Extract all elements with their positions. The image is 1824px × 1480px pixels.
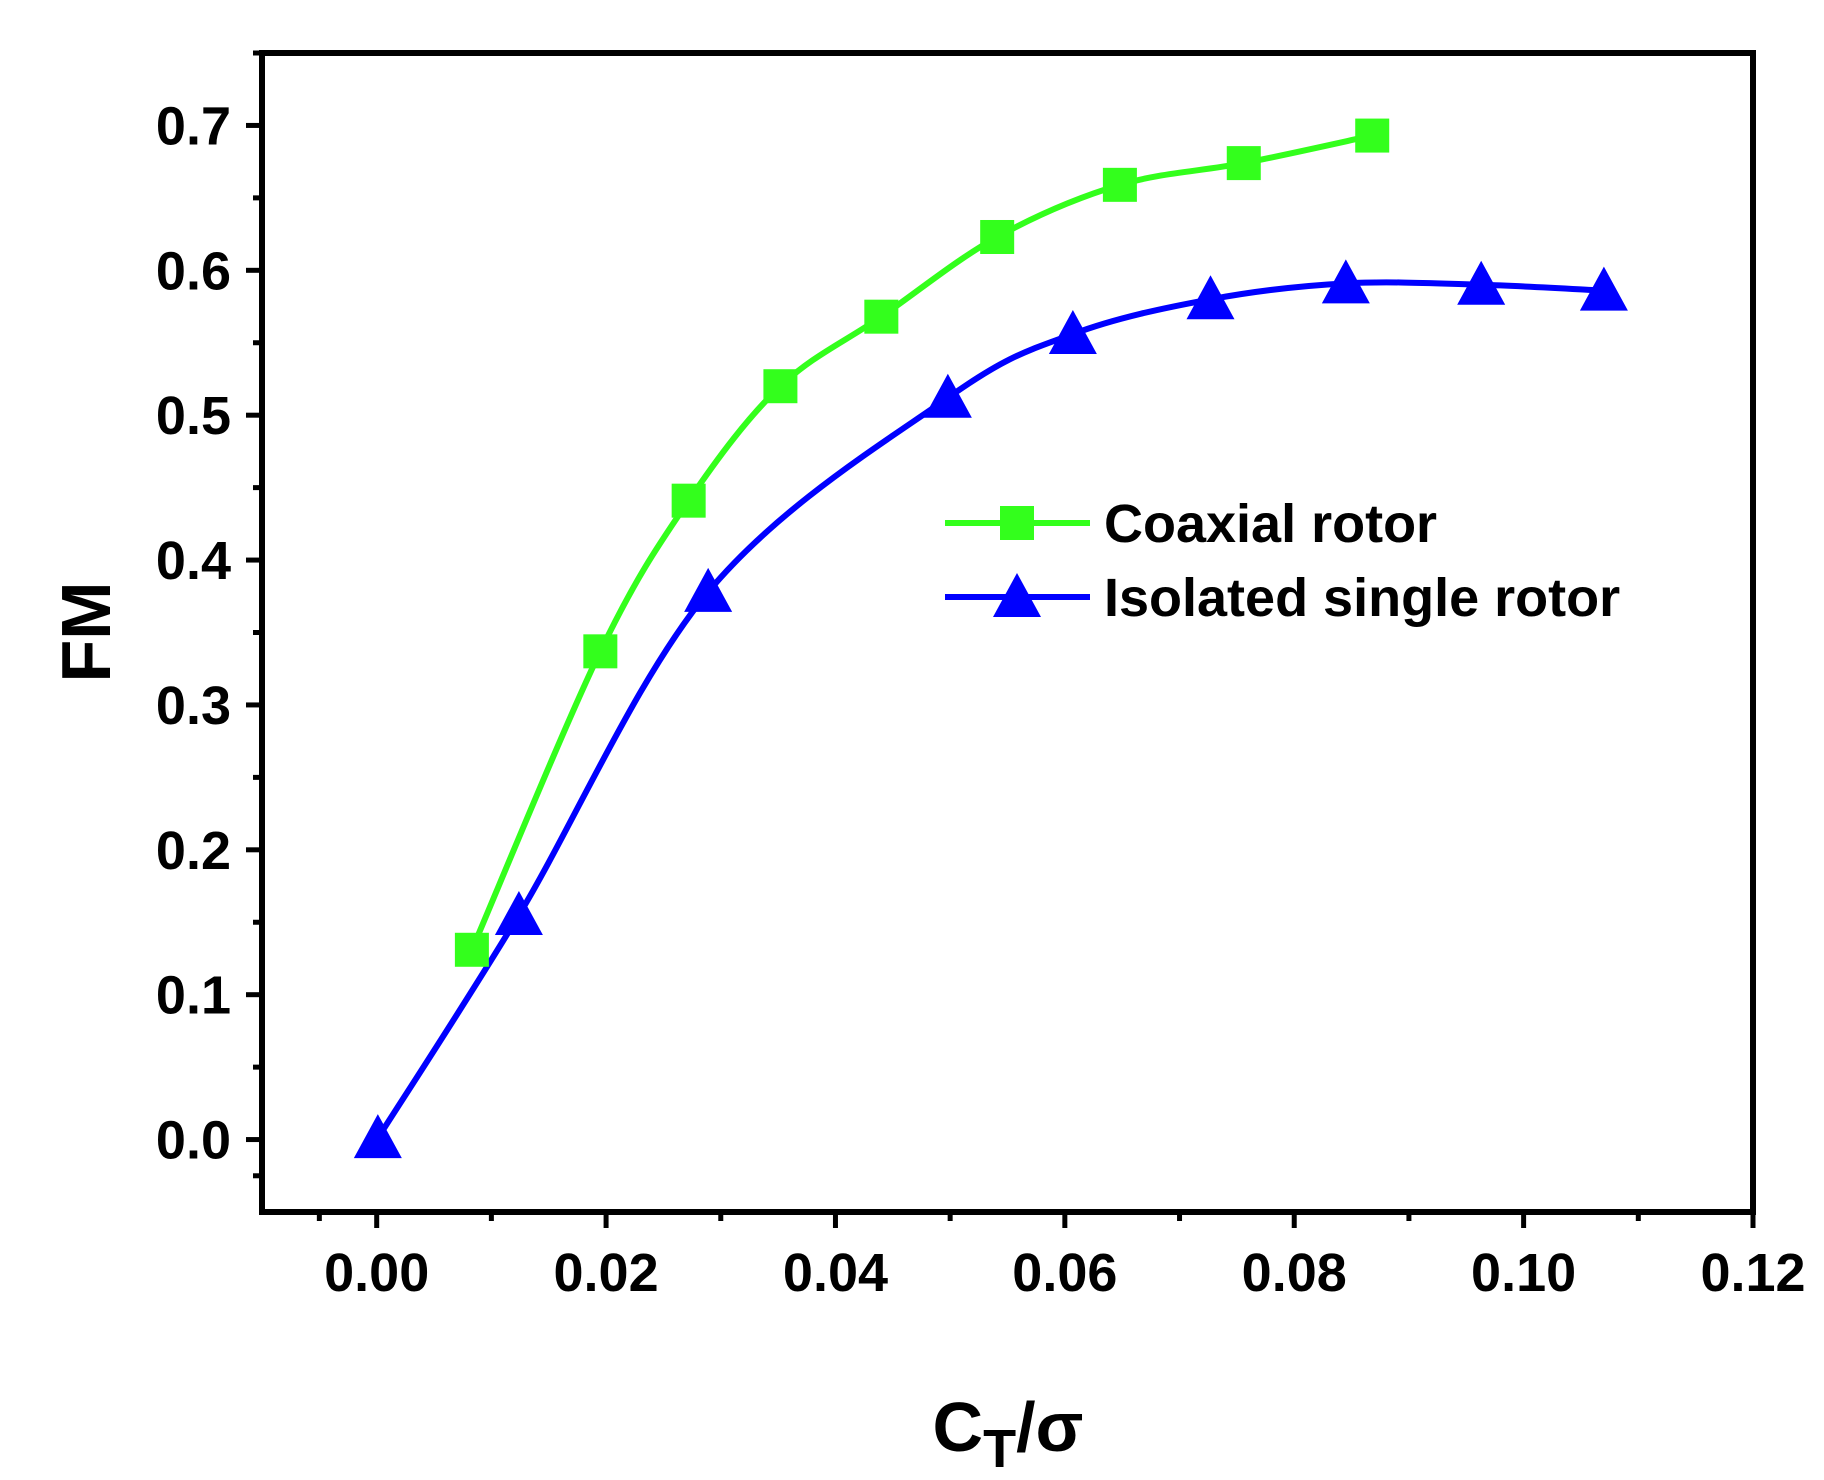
x-tick-label: 0.02 (554, 1243, 659, 1303)
x-tick-label: 0.00 (324, 1243, 429, 1303)
y-tick-label: 0.5 (156, 386, 231, 446)
data-point-series-1 (1226, 146, 1261, 181)
y-tick-label: 0.6 (156, 241, 231, 301)
x-axis-title-main: C (933, 1388, 984, 1466)
series-markers (353, 118, 1628, 1159)
x-tick-label: 0.12 (1700, 1243, 1805, 1303)
legend-marker-2 (993, 573, 1041, 617)
x-axis-title-tail: /σ (1016, 1388, 1083, 1466)
x-axis: 0.00 0.02 0.04 0.06 0.08 0.10 0.12 (316, 1212, 1806, 1303)
x-tick-label: 0.08 (1242, 1243, 1347, 1303)
y-tick-label: 0.0 (156, 1111, 231, 1171)
data-point-series-1 (671, 483, 706, 518)
legend-marker-1 (1000, 506, 1034, 540)
legend: Coaxial rotor Isolated single rotor (945, 494, 1620, 628)
data-point-series-2 (1048, 310, 1097, 355)
y-axis: 0.0 0.1 0.2 0.3 0.4 0.5 0.6 0.7 (156, 50, 262, 1179)
y-tick-label: 0.2 (156, 821, 231, 881)
data-point-series-1 (1355, 118, 1390, 153)
data-point-series-2 (1321, 259, 1370, 304)
data-point-series-1 (980, 219, 1015, 254)
x-axis-title-subscript: T (983, 1419, 1016, 1479)
y-tick-label: 0.1 (156, 966, 231, 1026)
data-point-series-2 (1457, 260, 1506, 305)
data-point-series-1 (763, 369, 798, 404)
y-tick-label: 0.4 (156, 531, 231, 591)
data-point-series-2 (1579, 266, 1628, 311)
data-point-series-2 (923, 373, 972, 418)
y-tick-label: 0.3 (156, 676, 231, 736)
x-tick-label: 0.06 (1012, 1243, 1117, 1303)
data-point-series-2 (494, 891, 543, 936)
series-curves (375, 132, 1605, 1140)
series-line-2 (375, 279, 1605, 1140)
x-tick-label: 0.10 (1471, 1243, 1576, 1303)
data-point-series-2 (684, 567, 733, 612)
y-tick-label: 0.7 (156, 96, 231, 156)
data-point-series-2 (353, 1114, 402, 1159)
data-point-series-1 (1102, 167, 1137, 202)
x-axis-title: CT/σ (933, 1388, 1084, 1479)
data-point-series-1 (583, 634, 618, 669)
legend-label-2: Isolated single rotor (1104, 568, 1620, 628)
data-point-series-1 (454, 932, 489, 967)
data-point-series-1 (864, 299, 899, 334)
data-point-series-2 (1186, 275, 1235, 320)
x-tick-label: 0.04 (783, 1243, 888, 1303)
y-axis-title: FM (47, 581, 125, 682)
legend-label-1: Coaxial rotor (1104, 494, 1437, 554)
